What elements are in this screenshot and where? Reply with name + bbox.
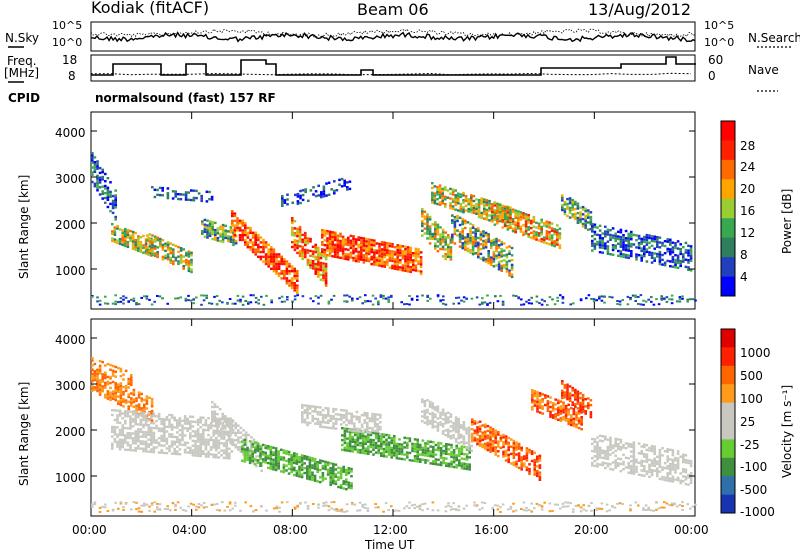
- cpid-text: normalsound (fast) 157 RF: [95, 91, 276, 105]
- power-cbar-tick-12: 12: [740, 226, 756, 240]
- vel-cbar-tick-25: 25: [740, 415, 756, 429]
- noise-left-tick-top: 10^5: [52, 19, 83, 32]
- power-cbar-tick-20: 20: [740, 182, 756, 196]
- date-title: 13/Aug/2012: [588, 0, 692, 19]
- power-panel-frame: [90, 111, 696, 310]
- freq-lines: [90, 56, 696, 76]
- vel-cbar-tick-1000: 1000: [740, 346, 771, 360]
- vel-cbar-tick-neg1000: -1000: [740, 505, 775, 519]
- freq-tick-top: 18: [62, 53, 78, 67]
- xtick-2400: 00:00: [674, 523, 709, 537]
- vel-ylabel: Slant Range [km]: [17, 381, 31, 486]
- freq-unit-label: [MHz]: [4, 66, 40, 80]
- power-cbar-label: Power [dB]: [780, 188, 794, 254]
- vel-cbar-tick-100: 100: [740, 392, 763, 406]
- xtick-0400: 04:00: [172, 523, 207, 537]
- nsky-line: [90, 31, 696, 43]
- power-cbar-tick-24: 24: [740, 160, 756, 174]
- nave-tick-bottom: 0: [708, 69, 716, 83]
- power-ytick-3000: 3000: [55, 172, 86, 186]
- vel-cbar-tick-neg100: -100: [740, 460, 768, 474]
- xtick-0800: 08:00: [273, 523, 308, 537]
- nsearch-line: [90, 28, 696, 38]
- power-ytick-2000: 2000: [55, 218, 86, 232]
- xtick-0000: 00:00: [72, 523, 107, 537]
- freq-line: [91, 56, 696, 76]
- power-cbar-tick-4: 4: [740, 270, 748, 284]
- vel-cbar-tick-500: 500: [740, 369, 763, 383]
- velocity-heatmap: [91, 357, 697, 513]
- power-ytick-4000: 4000: [55, 126, 86, 140]
- velocity-panel-frame: [90, 318, 696, 517]
- vel-ytick-4000: 4000: [55, 333, 86, 347]
- nsky-label: N.Sky: [5, 31, 40, 45]
- nsearch-label: N.Search: [748, 31, 800, 45]
- nave-line: [90, 72, 692, 76]
- vel-cbar-tick-neg500: -500: [740, 483, 768, 497]
- power-ytick-1000: 1000: [55, 264, 86, 278]
- vel-ytick-2000: 2000: [55, 425, 86, 439]
- xtick-1600: 16:00: [474, 523, 509, 537]
- noise-right-tick-bottom: 10^0: [704, 36, 735, 49]
- nave-tick-top: 60: [708, 53, 724, 67]
- xtick-1200: 12:00: [373, 523, 408, 537]
- beam-title: Beam 06: [357, 0, 429, 19]
- freq-panel-frame: [90, 54, 696, 82]
- nave-label: Nave: [748, 63, 779, 77]
- vel-cbar-label: Velocity [m s⁻¹]: [780, 384, 794, 478]
- xlabel: Time UT: [365, 538, 415, 552]
- power-cbar-tick-8: 8: [740, 248, 748, 262]
- freq-tick-bottom: 8: [68, 69, 76, 83]
- noise-left-tick-bottom: 10^0: [52, 36, 83, 49]
- cpid-label: CPID: [8, 91, 41, 105]
- velocity-colorbar: [720, 328, 736, 514]
- radar-title: Kodiak (fitACF): [91, 0, 210, 17]
- noise-panel-frame: [90, 21, 696, 52]
- power-cbar-tick-16: 16: [740, 204, 756, 218]
- axis-ticks: [90, 112, 696, 516]
- vel-ytick-1000: 1000: [55, 471, 86, 485]
- power-ylabel: Slant Range [km]: [17, 174, 31, 279]
- vel-cbar-tick-neg25: -25: [740, 438, 760, 452]
- vel-ytick-3000: 3000: [55, 379, 86, 393]
- power-colorbar: [720, 120, 736, 297]
- noise-right-tick-top: 10^5: [704, 19, 735, 32]
- power-cbar-tick-28: 28: [740, 139, 756, 153]
- power-heatmap: [91, 152, 697, 306]
- noise-lines: [90, 28, 696, 43]
- xtick-2000: 20:00: [574, 523, 609, 537]
- freq-label: Freq.: [7, 54, 37, 68]
